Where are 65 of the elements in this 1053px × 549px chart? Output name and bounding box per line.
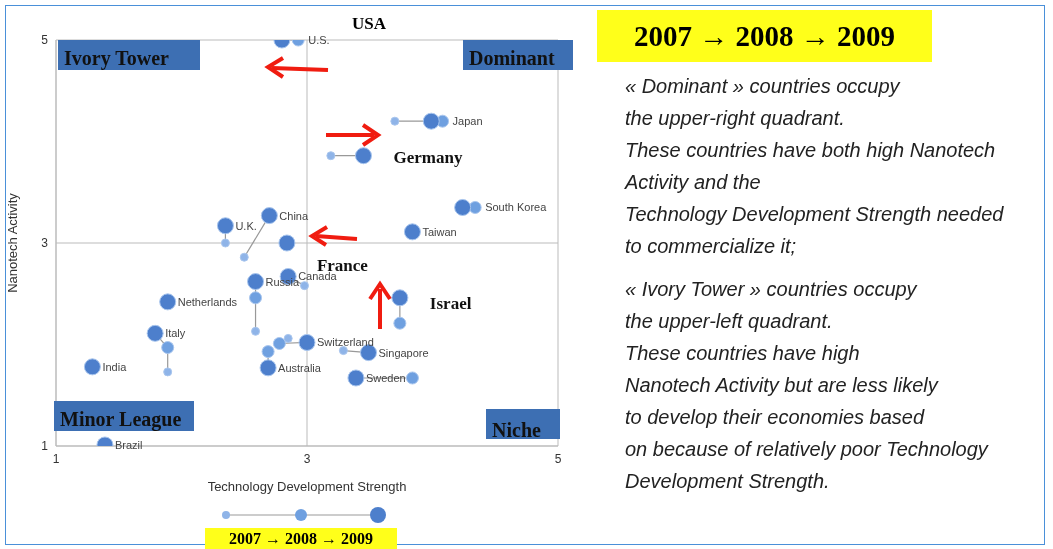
y-tick-label: 1 [41,439,49,454]
point [220,238,230,248]
text: 2007 → 2008 → 2009 [597,10,932,62]
point [391,289,409,307]
x-tick-label: 5 [554,451,562,466]
point [393,316,407,330]
point [422,112,440,130]
annotation: U.S. [308,34,330,46]
text: 2007 → 2008 → 2009 [205,528,397,549]
point [298,333,316,351]
point [403,223,421,241]
annotation: Netherlands [177,295,238,308]
point [347,369,365,387]
annotation: Japan [452,115,483,128]
point [249,291,263,305]
annotation: Singapore [378,346,429,359]
point [239,252,249,262]
point [247,273,265,291]
point [468,200,482,214]
x-tick-label: 3 [303,451,311,466]
point [299,281,309,291]
annotation: Italy [165,327,186,340]
point [360,344,377,362]
annotation: South Korea [485,201,548,214]
point [405,371,419,385]
point [272,336,286,350]
point [454,198,472,216]
point [161,341,175,355]
point [159,293,177,311]
annotation: China [279,209,309,222]
annotation: Sweden [365,371,406,384]
y-axis-title: Nanotech Activity [4,192,20,293]
y-tick-label: 3 [41,236,49,251]
annotation: Ivory Tower [58,40,200,70]
point [261,345,275,359]
point [259,359,277,377]
point [146,324,164,342]
annotation: Dominant [463,40,573,70]
point [338,346,348,356]
point [163,367,173,377]
annotation: Switzerland [317,336,374,349]
text: « Dominant » countries occupy the upper-right quadrant. These countries have both high Nanotech Activity and the Technology Development Strength needed to commercialize it; [625,74,1005,259]
annotation: Australia [278,361,322,374]
annotation: Israel [429,294,472,314]
annotation: India [102,360,128,373]
x-axis-title: Technology Development Strength [207,479,407,495]
point [216,217,234,235]
text: USA [352,14,387,34]
text: « Ivory Tower » countries occupy the upper-left quadrant. These countries have high Nanotech Activity but are less likely to develop their economies based on because of relatively poor Technology Development Strength. [625,277,990,494]
point [83,358,101,376]
annotation: Germany [393,148,463,168]
y-tick-label: 5 [41,33,49,48]
point [260,207,278,225]
point [390,116,400,126]
point [326,151,336,161]
x-tick-label: 1 [52,451,60,466]
annotation: Niche [486,409,560,441]
point [354,147,372,165]
point [251,326,261,336]
annotation: Brazil [114,438,143,451]
annotation: Minor League [54,401,194,431]
annotation: U.K. [235,219,257,232]
point [278,234,296,252]
annotation: Taiwan [422,225,457,238]
point [283,333,293,343]
